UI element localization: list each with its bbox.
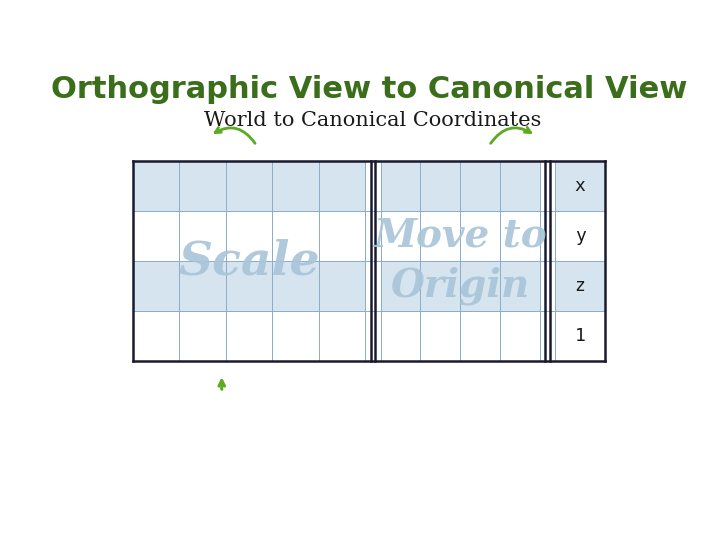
Bar	[319, 161, 365, 211]
Bar	[555, 311, 606, 361]
Bar	[179, 261, 225, 311]
Bar	[381, 211, 420, 261]
Bar	[272, 311, 319, 361]
Bar	[132, 261, 179, 311]
Text: x: x	[575, 177, 585, 195]
Text: 1: 1	[575, 327, 585, 345]
Bar	[555, 161, 606, 211]
Text: World to Canonical Coordinates: World to Canonical Coordinates	[204, 111, 541, 130]
Bar	[132, 211, 179, 261]
Text: z: z	[575, 277, 585, 295]
Bar	[460, 311, 500, 361]
Bar	[500, 161, 539, 211]
Text: Move to
Origin: Move to Origin	[373, 217, 547, 306]
Bar	[460, 211, 500, 261]
Bar	[319, 311, 365, 361]
Bar	[179, 211, 225, 261]
Bar	[132, 311, 179, 361]
Bar	[381, 311, 420, 361]
Text: Orthographic View to Canonical View: Orthographic View to Canonical View	[51, 75, 687, 104]
Bar	[319, 211, 365, 261]
Bar	[272, 211, 319, 261]
Bar	[420, 311, 460, 361]
Bar	[500, 311, 539, 361]
Bar	[179, 161, 225, 211]
Bar	[555, 261, 606, 311]
Bar	[179, 311, 225, 361]
Bar	[460, 161, 500, 211]
Bar	[132, 161, 179, 211]
Bar	[381, 261, 420, 311]
Bar	[555, 211, 606, 261]
Bar	[225, 311, 272, 361]
Text: y: y	[575, 227, 585, 245]
Bar	[420, 211, 460, 261]
Bar	[500, 211, 539, 261]
Bar	[225, 211, 272, 261]
Bar	[272, 161, 319, 211]
Bar	[381, 161, 420, 211]
Bar	[319, 261, 365, 311]
Bar	[500, 261, 539, 311]
Bar	[272, 261, 319, 311]
Text: Scale: Scale	[178, 238, 320, 284]
Bar	[420, 261, 460, 311]
Bar	[225, 161, 272, 211]
Bar	[420, 161, 460, 211]
Bar	[460, 261, 500, 311]
Bar	[225, 261, 272, 311]
